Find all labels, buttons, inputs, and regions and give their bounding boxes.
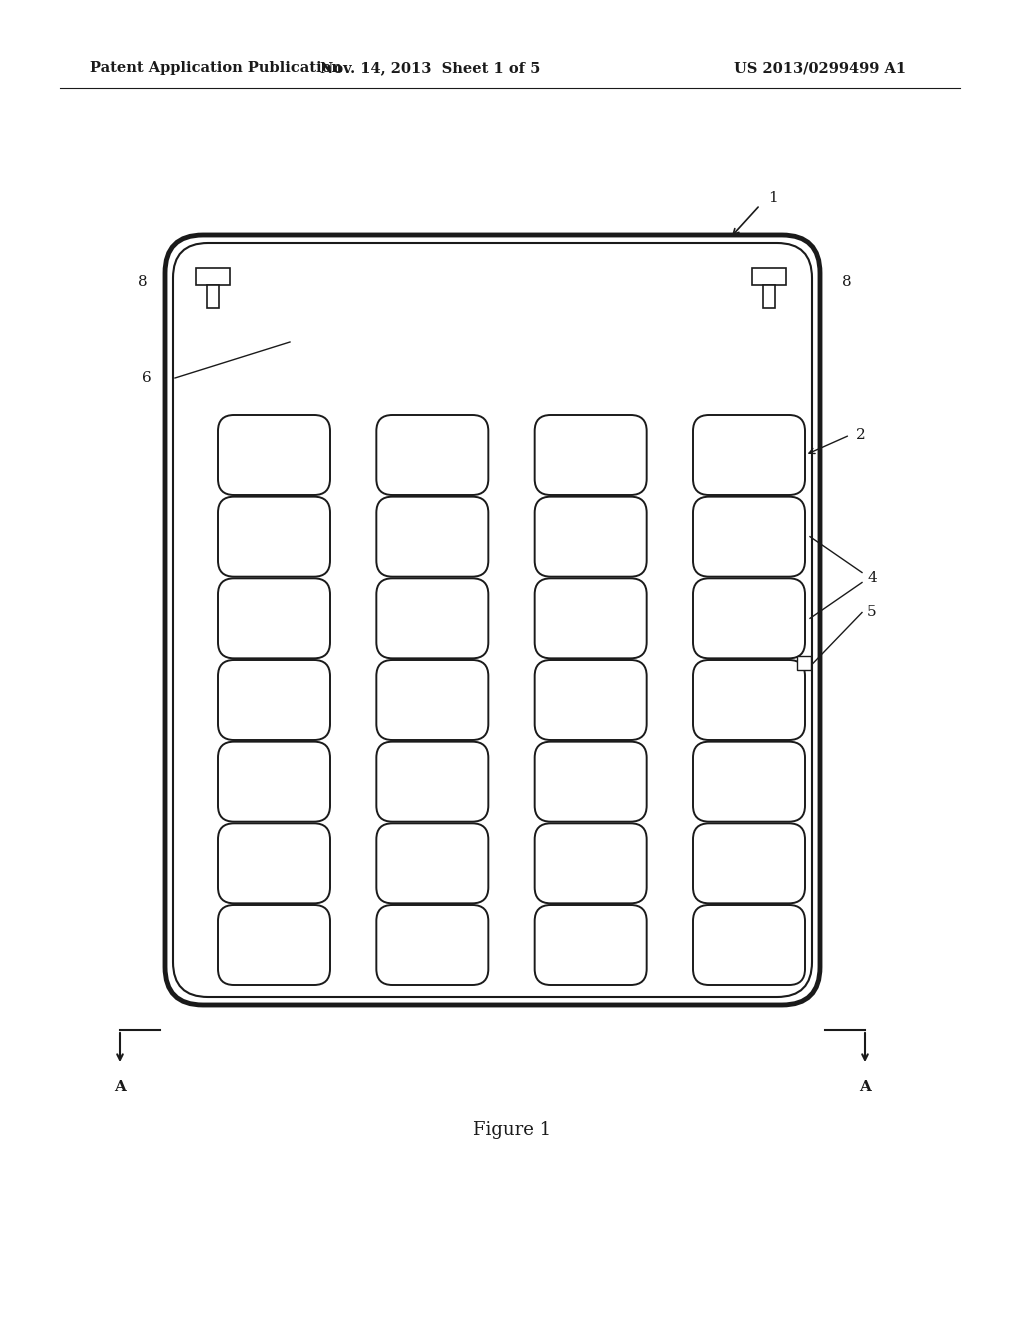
Text: 2: 2 [856,428,865,442]
Text: Nov. 14, 2013  Sheet 1 of 5: Nov. 14, 2013 Sheet 1 of 5 [319,61,541,75]
Bar [797,656,811,671]
Bar [207,285,219,308]
Text: Figure 1: Figure 1 [473,1121,551,1139]
Text: A: A [114,1080,126,1094]
Text: 4: 4 [867,570,877,585]
Text: 1: 1 [768,191,778,205]
Bar [196,268,230,285]
Bar [752,268,786,285]
Text: 6: 6 [142,371,152,385]
Text: A: A [859,1080,871,1094]
Text: Patent Application Publication: Patent Application Publication [90,61,342,75]
Text: 5: 5 [867,606,877,619]
Bar [763,285,775,308]
FancyBboxPatch shape [165,235,820,1005]
Text: 8: 8 [138,275,148,289]
Text: 8: 8 [842,275,852,289]
Text: US 2013/0299499 A1: US 2013/0299499 A1 [734,61,906,75]
